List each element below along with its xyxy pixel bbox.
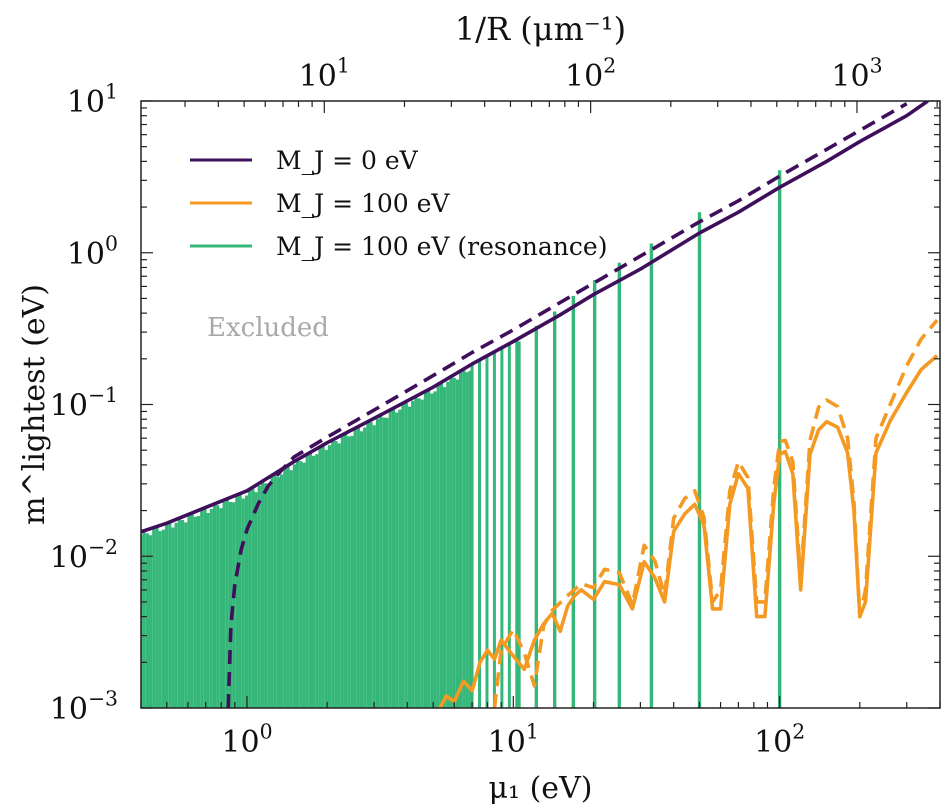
x-tick-label: 102 [754,720,805,761]
x-tick-label: 101 [488,720,539,761]
top-x-tick-label-exp: 1 [337,54,350,78]
top-x-tick-label: 103 [831,54,882,95]
y-tick-label: 10−1 [50,383,118,424]
series-line-1 [226,102,908,708]
top-axis-title: 1/R (μm⁻¹) [455,10,626,48]
x-tick-label-exp: 1 [526,720,539,744]
x-tick-label-base: 10 [221,725,259,760]
top-x-tick-label-base: 10 [565,59,603,94]
legend-label: M_J = 100 eV [276,189,450,218]
legend: M_J = 0 eV M_J = 100 eV M_J = 100 eV (reso… [190,146,607,261]
frame-layer [140,100,941,709]
y-tick-label-exp: −3 [88,687,118,711]
y-tick-label-base: 10 [50,389,88,424]
y-tick-label: 101 [67,80,118,121]
x-tick-label-exp: 0 [260,720,273,744]
x-tick-label-exp: 2 [792,720,805,744]
excluded-annotation: Excluded [207,313,329,343]
top-x-tick-label-exp: 2 [603,54,616,78]
y-tick-label-base: 10 [50,692,88,727]
legend-label: M_J = 100 eV (resonance) [276,232,607,261]
y-tick-label-base: 10 [50,540,88,575]
x-tick-label-base: 10 [488,725,526,760]
top-x-tick-label-base: 10 [831,59,869,94]
series-line-3 [492,318,939,708]
y-tick-label: 10−2 [50,535,118,576]
y-tick-label-exp: 1 [105,80,118,104]
top-x-tick-label: 102 [565,54,616,95]
y-tick-label-exp: 0 [105,231,118,255]
y-tick-label-exp: −2 [88,535,118,559]
y-tick-label-base: 10 [67,85,105,120]
data-layer [141,101,939,708]
x-tick-label-base: 10 [754,725,792,760]
legend-label: M_J = 0 eV [276,146,419,175]
top-x-tick-label-exp: 3 [870,54,883,78]
x-tick-label: 100 [221,720,272,761]
y-tick-label-base: 10 [67,237,105,272]
y-tick-label-exp: −1 [88,383,118,407]
y-tick-label: 10−3 [50,687,118,728]
y-tick-label: 100 [67,231,118,272]
series-line-2 [438,354,939,708]
top-x-tick-label: 101 [299,54,350,95]
series-line-0 [141,101,929,534]
y-axis-title: m^lightest (eV) [17,284,52,525]
x-axis-title: μ₁ (eV) [489,771,593,806]
top-x-tick-label-base: 10 [299,59,337,94]
